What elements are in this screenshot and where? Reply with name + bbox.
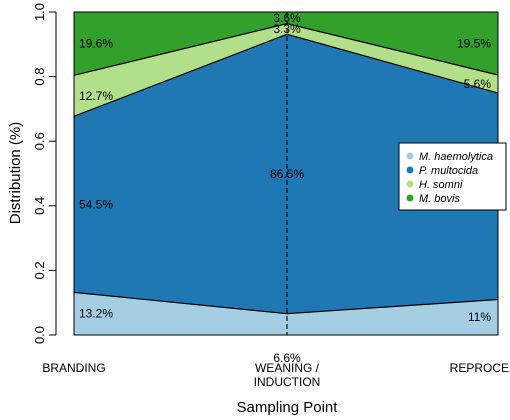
legend: M. haemolytica P. multocida H. somni M. bov… <box>398 142 507 211</box>
data-label: 54.5% <box>79 197 113 211</box>
y-tick-label: 0.6 <box>32 132 47 150</box>
area-layers <box>73 12 499 335</box>
data-label: 19.6% <box>79 37 113 51</box>
area-h-somni <box>74 23 498 117</box>
x-category-label: REPROCESSING <box>450 361 510 375</box>
data-label: 86.5% <box>270 167 304 181</box>
data-label: 6.6% <box>273 351 301 365</box>
x-category-label: BRANDING <box>42 361 105 375</box>
area-p-multocida <box>74 34 498 314</box>
legend-swatch <box>406 166 414 174</box>
y-tick-label: 0.0 <box>32 326 47 344</box>
data-label: 5.6% <box>464 77 492 91</box>
legend-entry: P. multocida <box>419 165 478 177</box>
legend-swatch <box>406 180 414 188</box>
legend-box <box>398 142 507 211</box>
boundary-line <box>73 291 499 315</box>
data-label: 12.7% <box>79 89 113 103</box>
data-label: 3.3% <box>273 22 301 36</box>
legend-entry: M. haemolytica <box>419 151 493 163</box>
boundary-line <box>73 33 499 117</box>
data-label: 13.2% <box>79 307 113 321</box>
y-tick-label: 0.4 <box>32 197 47 215</box>
axes: 0.0 0.2 0.4 0.6 0.8 1.0 BRANDING WEANING /INDUC… <box>32 3 510 389</box>
legend-entry: H. somni <box>419 179 463 191</box>
y-tick-label: 0.2 <box>32 261 47 279</box>
x-category-label: WEANING / <box>255 361 320 375</box>
legend-entry: M. bovis <box>419 193 460 205</box>
data-label: 11% <box>468 310 491 324</box>
legend-swatch <box>406 194 414 202</box>
x-axis-title: Sampling Point <box>237 399 339 416</box>
x-category-label: INDUCTION <box>254 375 321 389</box>
y-axis-title: Distribution (%) <box>7 122 24 225</box>
area-m-bovis <box>74 12 498 76</box>
legend-swatch <box>406 152 414 160</box>
data-labels: 13.2%6.6%11%54.5%86.5%63.9%12.7%3.3%5.6%… <box>79 11 491 365</box>
data-label: 3.6% <box>273 11 301 25</box>
data-label: 19.5% <box>457 36 491 50</box>
y-tick-label: 0.8 <box>32 68 47 86</box>
y-tick-label: 1.0 <box>32 3 47 21</box>
